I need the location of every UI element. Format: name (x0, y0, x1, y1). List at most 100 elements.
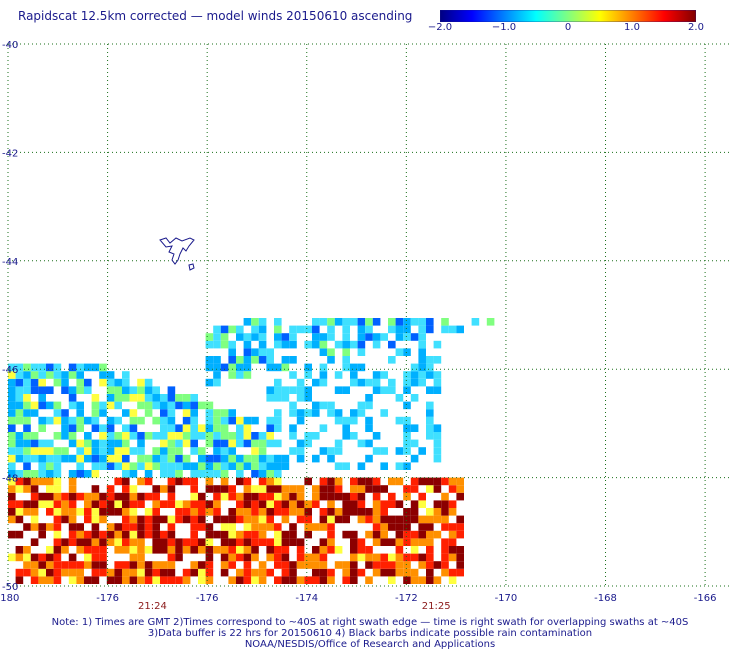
wind-cell (46, 508, 54, 516)
wind-cell (182, 500, 191, 508)
wind-cell (395, 477, 404, 486)
wind-cell (243, 568, 252, 577)
wind-cell (137, 523, 145, 531)
chart-title: Rapidscat 12.5km corrected — model winds… (18, 9, 413, 23)
wind-cell (122, 394, 130, 402)
wind-cell (15, 378, 24, 387)
wind-cell (372, 386, 381, 394)
wind-cell (15, 500, 24, 508)
wind-cell (182, 538, 191, 546)
wind-cell (99, 500, 107, 508)
wind-cell (30, 470, 39, 478)
wind-cell (274, 508, 282, 516)
wind-cell (289, 356, 297, 364)
wind-cell (152, 416, 160, 425)
wind-cell (426, 568, 434, 577)
wind-cell (258, 318, 267, 326)
wind-cell (46, 447, 54, 455)
wind-cell (281, 515, 290, 524)
wind-cell (357, 462, 366, 470)
wind-cell (334, 439, 343, 448)
wind-cell (350, 492, 358, 501)
wind-cell (122, 447, 130, 455)
wind-cell (129, 409, 138, 417)
wind-cell (220, 515, 229, 524)
wind-cell (114, 447, 122, 455)
wind-cell (30, 492, 39, 501)
wind-cell (190, 485, 198, 493)
wind-cell (426, 318, 434, 326)
wind-cell (53, 416, 62, 425)
wind-cell (198, 568, 206, 577)
wind-cell (251, 515, 259, 524)
wind-cell (319, 492, 328, 501)
wind-cell (23, 401, 31, 410)
wind-cell (448, 568, 457, 577)
wind-cell (312, 318, 320, 326)
wind-cell (334, 546, 343, 554)
wind-cell (152, 394, 160, 402)
wind-cell (334, 561, 343, 569)
wind-cell (327, 401, 335, 410)
wind-cell (274, 454, 282, 463)
wind-cell (15, 394, 24, 402)
wind-cell (144, 508, 153, 516)
wind-cell (304, 561, 312, 569)
wind-cell (91, 508, 100, 516)
wind-cell (76, 546, 84, 554)
wind-cell (365, 477, 373, 486)
wind-cell (91, 530, 100, 539)
wind-cell (243, 462, 252, 470)
wind-cell (327, 500, 335, 508)
wind-cell (129, 508, 138, 516)
wind-cell (190, 416, 198, 425)
wind-cell (38, 530, 46, 539)
wind-cell (175, 500, 183, 508)
wind-cell (426, 546, 434, 554)
wind-cell (281, 576, 290, 584)
wind-cell (30, 515, 39, 524)
wind-cell (38, 416, 46, 425)
wind-cell (441, 561, 449, 569)
wind-cell (251, 553, 259, 562)
wind-cell (175, 576, 183, 584)
wind-cell (213, 439, 221, 448)
wind-cell (418, 561, 426, 569)
wind-cell (365, 508, 373, 516)
wind-cell (281, 485, 290, 493)
wind-cell (38, 576, 46, 584)
wind-cell (327, 530, 335, 539)
wind-cell (357, 500, 366, 508)
wind-cell (388, 561, 396, 569)
wind-cell (236, 462, 244, 470)
wind-cell (281, 561, 290, 569)
wind-cell (76, 454, 84, 463)
wind-cell (167, 523, 176, 531)
wind-cell (190, 409, 198, 417)
wind-cell (38, 378, 46, 387)
wind-cell (23, 378, 31, 387)
wind-cell (251, 318, 259, 326)
wind-cell (304, 386, 312, 394)
wind-cell (327, 477, 335, 486)
wind-cell (426, 576, 434, 584)
wind-cell (289, 371, 297, 379)
wind-cell (312, 500, 320, 508)
wind-cell (251, 523, 259, 531)
colorbar (440, 10, 696, 22)
wind-cell (380, 530, 388, 539)
wind-cell (91, 538, 100, 546)
wind-cell (220, 454, 229, 463)
wind-cell (289, 432, 297, 440)
wind-cell (251, 432, 259, 440)
wind-cell (53, 401, 62, 410)
wind-cell (190, 439, 198, 448)
wind-cell (403, 333, 411, 341)
wind-cell (426, 424, 434, 432)
wind-cell (403, 568, 411, 577)
wind-cell (456, 523, 464, 531)
wind-cell (213, 515, 221, 524)
wind-cell (380, 485, 388, 493)
wind-cell (99, 432, 107, 440)
wind-cell (76, 561, 84, 569)
